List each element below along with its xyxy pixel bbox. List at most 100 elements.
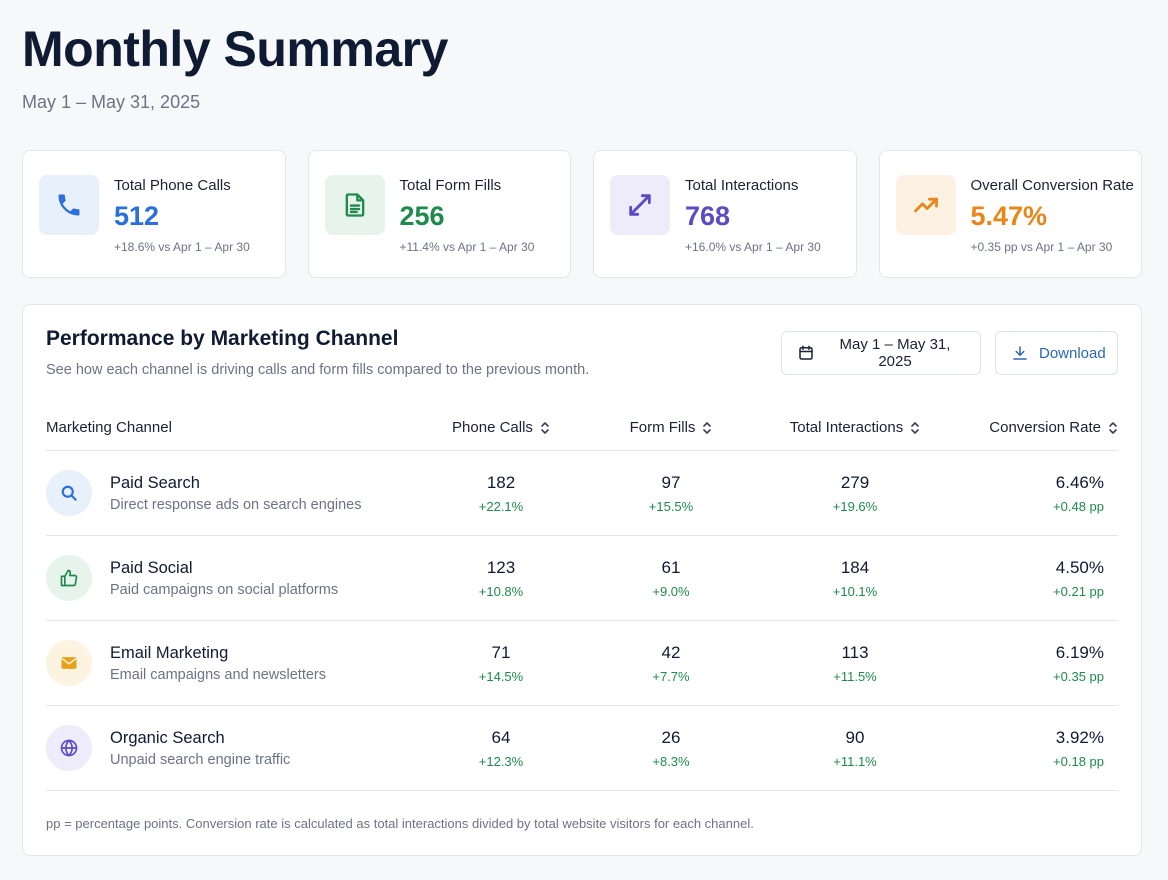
total-interactions-delta: +10.1%	[832, 583, 878, 599]
total-interactions-value: 90	[845, 727, 865, 747]
column-header-label: Phone Calls	[452, 419, 533, 436]
column-header-phone-calls[interactable]: Phone Calls	[396, 419, 606, 436]
calendar-icon	[797, 344, 815, 362]
total-interactions-value: 184	[840, 557, 870, 577]
sort-icon[interactable]	[540, 421, 550, 435]
conversion-rate-value: 6.46%	[1055, 472, 1104, 492]
column-header-form-fills[interactable]: Form Fills	[606, 419, 736, 436]
phone-calls-value: 71	[491, 642, 511, 662]
phone-calls-delta: +10.8%	[478, 583, 524, 599]
form-fills-value: 97	[661, 472, 681, 492]
download-icon	[1011, 344, 1029, 362]
sort-icon[interactable]	[910, 421, 920, 435]
thumbs-up-icon	[46, 555, 92, 601]
channel-name: Email Marketing	[110, 643, 229, 662]
footnote: pp = percentage points. Conversion rate …	[46, 816, 754, 831]
conversion-rate-value: 4.50%	[1055, 557, 1104, 577]
channel-name: Paid Social	[110, 558, 193, 577]
phone-calls-cell: 182 +22.1%	[396, 473, 606, 514]
download-button[interactable]: Download	[995, 331, 1118, 375]
form-fills-value: 61	[661, 557, 681, 577]
conversion-rate-delta: +0.48 pp	[1053, 498, 1104, 514]
channel-cell: Paid Search Direct response ads on searc…	[46, 470, 396, 516]
phone-calls-cell: 64 +12.3%	[396, 728, 606, 769]
channel-name: Organic Search	[110, 728, 225, 747]
channel-table: Marketing Channel Phone Calls Form Fills…	[46, 405, 1118, 791]
kpi-delta: +16.0% vs Apr 1 – Apr 30	[685, 240, 821, 254]
channel-description: Direct response ads on search engines	[110, 496, 362, 513]
table-row[interactable]: Paid Search Direct response ads on searc…	[46, 451, 1118, 536]
column-header-label: Form Fills	[629, 419, 696, 436]
envelope-icon	[46, 640, 92, 686]
channel-performance-panel: Performance by Marketing Channel See how…	[22, 304, 1142, 856]
form-fills-cell: 61 +9.0%	[606, 558, 736, 599]
page-date-range: May 1 – May 31, 2025	[22, 92, 201, 112]
phone-calls-delta: +12.3%	[478, 753, 524, 769]
total-interactions-cell: 279 +19.6%	[736, 473, 974, 514]
arrows-exchange-icon	[610, 175, 670, 235]
globe-icon	[46, 725, 92, 771]
conversion-rate-cell: 6.19% +0.35 pp	[974, 643, 1118, 684]
column-header-conversion-rate[interactable]: Conversion Rate	[974, 419, 1118, 436]
kpi-delta: +0.35 pp vs Apr 1 – Apr 30	[970, 240, 1113, 254]
conversion-rate-cell: 3.92% +0.18 pp	[974, 728, 1118, 769]
phone-calls-value: 123	[486, 557, 516, 577]
conversion-rate-delta: +0.21 pp	[1053, 583, 1104, 599]
date-range-label: May 1 – May 31, 2025	[839, 336, 951, 370]
phone-calls-cell: 71 +14.5%	[396, 643, 606, 684]
channel-description: Email campaigns and newsletters	[110, 666, 326, 683]
form-fills-value: 26	[661, 727, 681, 747]
form-fills-value: 42	[661, 642, 681, 662]
kpi-row: Total Phone Calls 512 +18.6% vs Apr 1 – …	[22, 150, 1142, 278]
sort-icon[interactable]	[702, 421, 712, 435]
channel-description: Paid campaigns on social platforms	[110, 581, 339, 598]
total-interactions-value: 279	[840, 472, 870, 492]
conversion-rate-cell: 6.46% +0.48 pp	[974, 473, 1118, 514]
table-row[interactable]: Email Marketing Email campaigns and news…	[46, 621, 1118, 706]
conversion-rate-value: 3.92%	[1055, 727, 1104, 747]
total-interactions-cell: 90 +11.1%	[736, 728, 974, 769]
channel-name: Paid Search	[110, 473, 200, 492]
form-fills-delta: +15.5%	[648, 498, 694, 514]
kpi-label: Total Interactions	[685, 177, 799, 194]
phone-icon	[39, 175, 99, 235]
kpi-label: Total Phone Calls	[114, 177, 231, 194]
table-header: Marketing Channel Phone Calls Form Fills…	[46, 405, 1118, 451]
table-row[interactable]: Paid Social Paid campaigns on social pla…	[46, 536, 1118, 621]
date-range-button[interactable]: May 1 – May 31, 2025	[781, 331, 981, 375]
sort-icon[interactable]	[1108, 421, 1118, 435]
kpi-delta: +18.6% vs Apr 1 – Apr 30	[114, 240, 250, 254]
kpi-card-phone-calls: Total Phone Calls 512 +18.6% vs Apr 1 – …	[22, 150, 286, 278]
trend-up-icon	[895, 175, 956, 235]
phone-calls-value: 64	[491, 727, 511, 747]
kpi-label: Total Form Fills	[399, 177, 502, 194]
download-label: Download	[1039, 344, 1106, 362]
column-header-label: Total Interactions	[789, 419, 904, 436]
panel-description: See how each channel is driving calls an…	[46, 362, 590, 378]
conversion-rate-delta: +0.35 pp	[1053, 668, 1104, 684]
channel-cell: Email Marketing Email campaigns and news…	[46, 640, 396, 686]
channel-cell: Organic Search Unpaid search engine traf…	[46, 725, 396, 771]
channel-cell: Paid Social Paid campaigns on social pla…	[46, 555, 396, 601]
kpi-delta: +11.4% vs Apr 1 – Apr 30	[399, 240, 535, 254]
kpi-card-form-fills: Total Form Fills 256 +11.4% vs Apr 1 – A…	[307, 150, 571, 278]
total-interactions-cell: 113 +11.5%	[736, 643, 974, 684]
form-fills-delta: +8.3%	[652, 753, 690, 769]
conversion-rate-value: 6.19%	[1055, 642, 1104, 662]
kpi-card-conversion-rate: Overall Conversion Rate 5.47% +0.35 pp v…	[878, 150, 1142, 278]
form-fills-delta: +7.7%	[652, 668, 690, 684]
column-header-channel: Marketing Channel	[46, 419, 172, 436]
form-fills-cell: 42 +7.7%	[606, 643, 736, 684]
column-header-total-interactions[interactable]: Total Interactions	[736, 419, 974, 436]
phone-calls-delta: +22.1%	[478, 498, 524, 514]
table-row[interactable]: Organic Search Unpaid search engine traf…	[46, 706, 1118, 791]
kpi-value: 5.47%	[970, 201, 1048, 231]
column-header-label: Conversion Rate	[989, 419, 1101, 436]
kpi-value: 256	[399, 201, 445, 231]
kpi-card-interactions: Total Interactions 768 +16.0% vs Apr 1 –…	[593, 150, 857, 278]
page-title: Monthly Summary	[22, 21, 448, 77]
total-interactions-delta: +11.1%	[833, 753, 877, 769]
kpi-value: 512	[114, 201, 160, 231]
total-interactions-delta: +19.6%	[832, 498, 878, 514]
document-icon	[324, 175, 385, 235]
